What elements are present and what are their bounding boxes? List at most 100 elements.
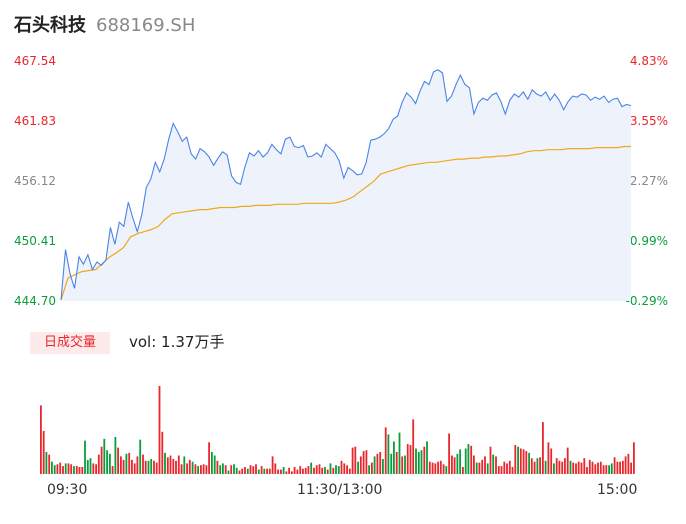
volume-bar <box>213 455 216 474</box>
volume-bar <box>180 464 183 474</box>
volume-bar <box>136 456 139 474</box>
volume-bar <box>602 465 605 474</box>
volume-bar <box>216 460 219 474</box>
volume-bar <box>566 447 569 474</box>
volume-bar <box>164 452 166 474</box>
volume-bar <box>506 463 508 474</box>
volume-bar <box>81 467 84 474</box>
volume-bar <box>613 457 616 474</box>
volume-bar <box>351 447 354 474</box>
volume-bar <box>415 448 417 474</box>
volume-bar <box>307 466 310 474</box>
volume-bar <box>530 458 533 474</box>
volume-bar <box>313 467 315 474</box>
volume-bar <box>564 458 566 474</box>
volume-bar <box>172 459 175 474</box>
volume-bar <box>426 441 428 474</box>
volume-bar <box>67 463 70 474</box>
volume-bar <box>117 447 119 474</box>
volume-bar <box>384 427 387 474</box>
volume-bar <box>514 445 517 474</box>
volume-bar <box>100 446 103 474</box>
volume-bar <box>75 466 78 474</box>
volume-bar <box>553 463 555 474</box>
volume-bar <box>395 452 398 474</box>
volume-bar <box>594 464 597 474</box>
volume-bar <box>547 442 550 474</box>
volume-bar <box>423 446 426 474</box>
volume-bar <box>335 465 337 474</box>
volume-bar <box>371 462 373 474</box>
volume-tab[interactable]: 日成交量 <box>30 332 110 354</box>
volume-bar <box>86 459 89 474</box>
volume-bar <box>238 470 241 474</box>
volume-bar <box>51 461 53 474</box>
volume-bar <box>437 461 439 474</box>
stock-name: 石头科技 <box>14 15 86 36</box>
volume-bar <box>244 467 246 474</box>
volume-bar <box>525 451 528 474</box>
volume-bar <box>268 468 271 474</box>
volume-bar <box>401 456 404 474</box>
volume-bar <box>467 444 470 474</box>
volume-bar <box>346 465 348 474</box>
volume-bar <box>420 450 423 474</box>
volume-bar <box>508 460 511 474</box>
volume-bar <box>291 471 293 474</box>
volume-bar <box>150 459 153 474</box>
volume-bar <box>495 456 497 474</box>
volume-bar <box>78 467 81 474</box>
volume-bar <box>393 441 395 474</box>
volume-bar <box>627 453 630 474</box>
volume-bar <box>202 464 205 474</box>
volume-bar <box>417 452 420 474</box>
volume-bar <box>511 467 514 474</box>
volume-bar <box>280 469 282 474</box>
volume-bar <box>448 433 450 474</box>
volume-bar <box>610 463 613 474</box>
volume-bar <box>343 463 346 474</box>
volume-bar <box>503 461 506 474</box>
volume-bar <box>387 434 390 474</box>
volume-bar <box>310 462 313 474</box>
average-line <box>60 145 631 301</box>
volume-bar <box>208 442 210 474</box>
volume-bar <box>211 452 213 474</box>
volume-bar <box>376 453 379 474</box>
volume-bar <box>186 463 188 474</box>
volume-bar <box>161 431 164 474</box>
volume-bar <box>299 466 302 474</box>
volume-bar <box>249 465 252 474</box>
x-tick-1: 11:30/13:00 <box>297 482 383 498</box>
volume-bar <box>398 432 401 474</box>
volume-bar <box>241 468 244 474</box>
volume-bar <box>412 419 415 474</box>
volume-bar <box>191 461 194 474</box>
volume-bar <box>233 464 235 474</box>
volume-bar <box>177 455 180 474</box>
volume-bar <box>263 468 266 474</box>
volume-bar <box>318 464 321 474</box>
volume-bar <box>131 459 133 474</box>
volume-bar <box>484 456 486 474</box>
volume-bar <box>624 456 627 474</box>
volume-bar <box>500 466 503 474</box>
volume-bar <box>142 454 144 474</box>
volume-bar <box>188 459 191 474</box>
volume-bar <box>235 467 238 474</box>
price-area <box>61 69 631 301</box>
volume-bar <box>255 464 257 474</box>
volume-bar <box>434 463 437 474</box>
volume-bar <box>282 467 285 474</box>
volume-bar <box>147 460 150 474</box>
volume-bar <box>166 457 169 474</box>
volume-bar <box>558 460 561 474</box>
volume-bar <box>89 458 92 474</box>
volume-bar <box>302 468 304 474</box>
volume-bar <box>144 460 147 474</box>
volume-readout: vol: 1.37万手 <box>129 333 225 351</box>
volume-bar <box>599 461 602 474</box>
chart-title: 石头科技 688169.SH <box>14 12 195 40</box>
volume-bar <box>194 464 197 474</box>
